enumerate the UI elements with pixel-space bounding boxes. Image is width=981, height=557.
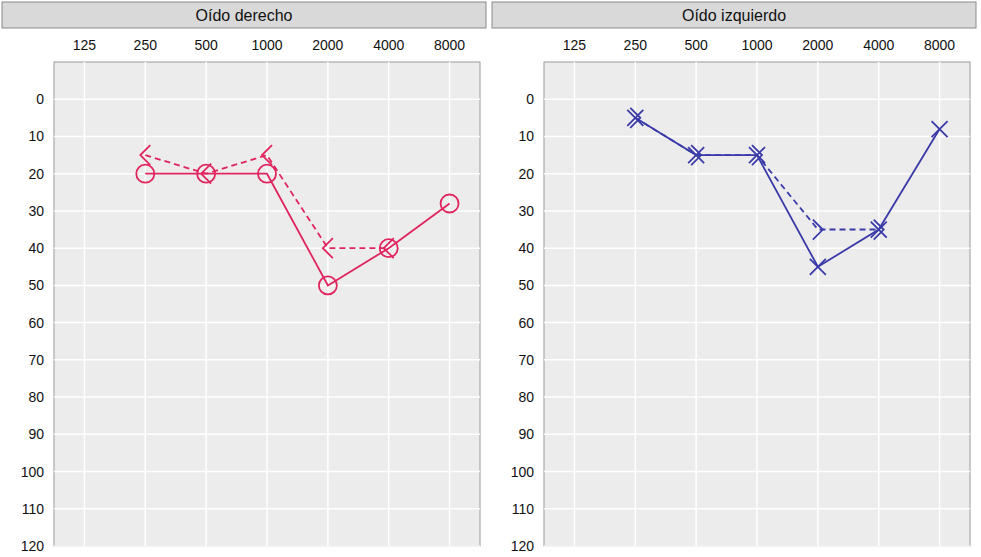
y-tick-label: 80 — [28, 389, 44, 405]
marker-circle — [441, 194, 459, 212]
panel-header — [2, 2, 486, 28]
grid-line — [756, 62, 758, 546]
marker-less-than — [323, 238, 333, 258]
marker-less-than — [140, 145, 150, 165]
series-line — [635, 118, 939, 267]
grid-line — [266, 62, 268, 546]
y-tick-label: 110 — [22, 501, 45, 517]
marker-greater-than — [691, 145, 701, 165]
grid-line — [205, 62, 207, 546]
y-tick-label: 120 — [21, 538, 45, 554]
panel-title: Oído derecho — [196, 7, 293, 24]
x-tick-label: 1000 — [251, 37, 282, 53]
x-tick-label: 125 — [563, 37, 587, 53]
y-tick-label: 70 — [518, 352, 534, 368]
series-line — [145, 174, 449, 286]
y-tick-label: 70 — [28, 352, 44, 368]
grid-line — [327, 62, 329, 546]
audiogram: Oído derecho0102030405060708090100110120… — [0, 0, 981, 557]
panel-header — [492, 2, 976, 28]
y-tick-label: 50 — [518, 277, 534, 293]
y-tick-label: 60 — [28, 315, 44, 331]
x-tick-label: 8000 — [434, 37, 465, 53]
marker-circle — [136, 165, 154, 183]
x-tick-label: 8000 — [924, 37, 955, 53]
grid-line — [145, 62, 147, 546]
y-tick-label: 60 — [518, 315, 534, 331]
grid-line — [635, 62, 637, 546]
marker-x — [810, 259, 826, 275]
y-tick-label: 40 — [518, 240, 534, 256]
y-tick-label: 40 — [28, 240, 44, 256]
x-tick-label: 2000 — [802, 37, 833, 53]
y-tick-label: 50 — [28, 277, 44, 293]
marker-x — [932, 121, 948, 137]
marker-greater-than — [813, 220, 823, 240]
grid-line — [695, 62, 697, 546]
marker-circle — [319, 276, 337, 294]
data-group — [627, 108, 947, 275]
y-tick-label: 30 — [518, 203, 534, 219]
y-tick-label: 80 — [518, 389, 534, 405]
grid-line — [574, 62, 576, 546]
grid-line — [388, 62, 390, 546]
series-line — [635, 118, 878, 230]
plot-area — [544, 62, 970, 546]
series-line — [145, 155, 388, 248]
grid-line — [817, 62, 819, 546]
grid-line — [84, 62, 86, 546]
y-tick-label: 0 — [36, 91, 44, 107]
x-tick-label: 500 — [194, 37, 218, 53]
plot-area — [54, 62, 480, 546]
y-tick-label: 100 — [21, 464, 45, 480]
x-tick-label: 250 — [624, 37, 648, 53]
y-tick-label: 0 — [526, 91, 534, 107]
panel-title: Oído izquierdo — [682, 7, 786, 24]
x-tick-label: 4000 — [373, 37, 404, 53]
y-tick-label: 90 — [28, 426, 44, 442]
x-tick-label: 4000 — [863, 37, 894, 53]
grid-line — [878, 62, 880, 546]
x-tick-label: 2000 — [312, 37, 343, 53]
y-tick-label: 20 — [518, 166, 534, 182]
y-tick-label: 20 — [28, 166, 44, 182]
grid-line — [449, 62, 451, 546]
marker-circle — [258, 165, 276, 183]
y-tick-label: 10 — [28, 128, 44, 144]
marker-less-than — [262, 145, 272, 165]
marker-greater-than — [630, 108, 640, 128]
x-tick-label: 1000 — [741, 37, 772, 53]
y-tick-label: 90 — [518, 426, 534, 442]
marker-greater-than — [752, 145, 762, 165]
x-tick-label: 125 — [73, 37, 97, 53]
marker-greater-than — [874, 220, 884, 240]
y-tick-label: 30 — [28, 203, 44, 219]
grid-line — [939, 62, 941, 546]
y-tick-label: 100 — [511, 464, 535, 480]
y-tick-label: 110 — [512, 501, 535, 517]
marker-less-than — [384, 238, 394, 258]
x-tick-label: 250 — [134, 37, 158, 53]
x-tick-label: 500 — [684, 37, 708, 53]
marker-less-than — [201, 164, 211, 184]
y-tick-label: 120 — [511, 538, 535, 554]
y-tick-label: 10 — [518, 128, 534, 144]
data-group — [136, 145, 458, 294]
